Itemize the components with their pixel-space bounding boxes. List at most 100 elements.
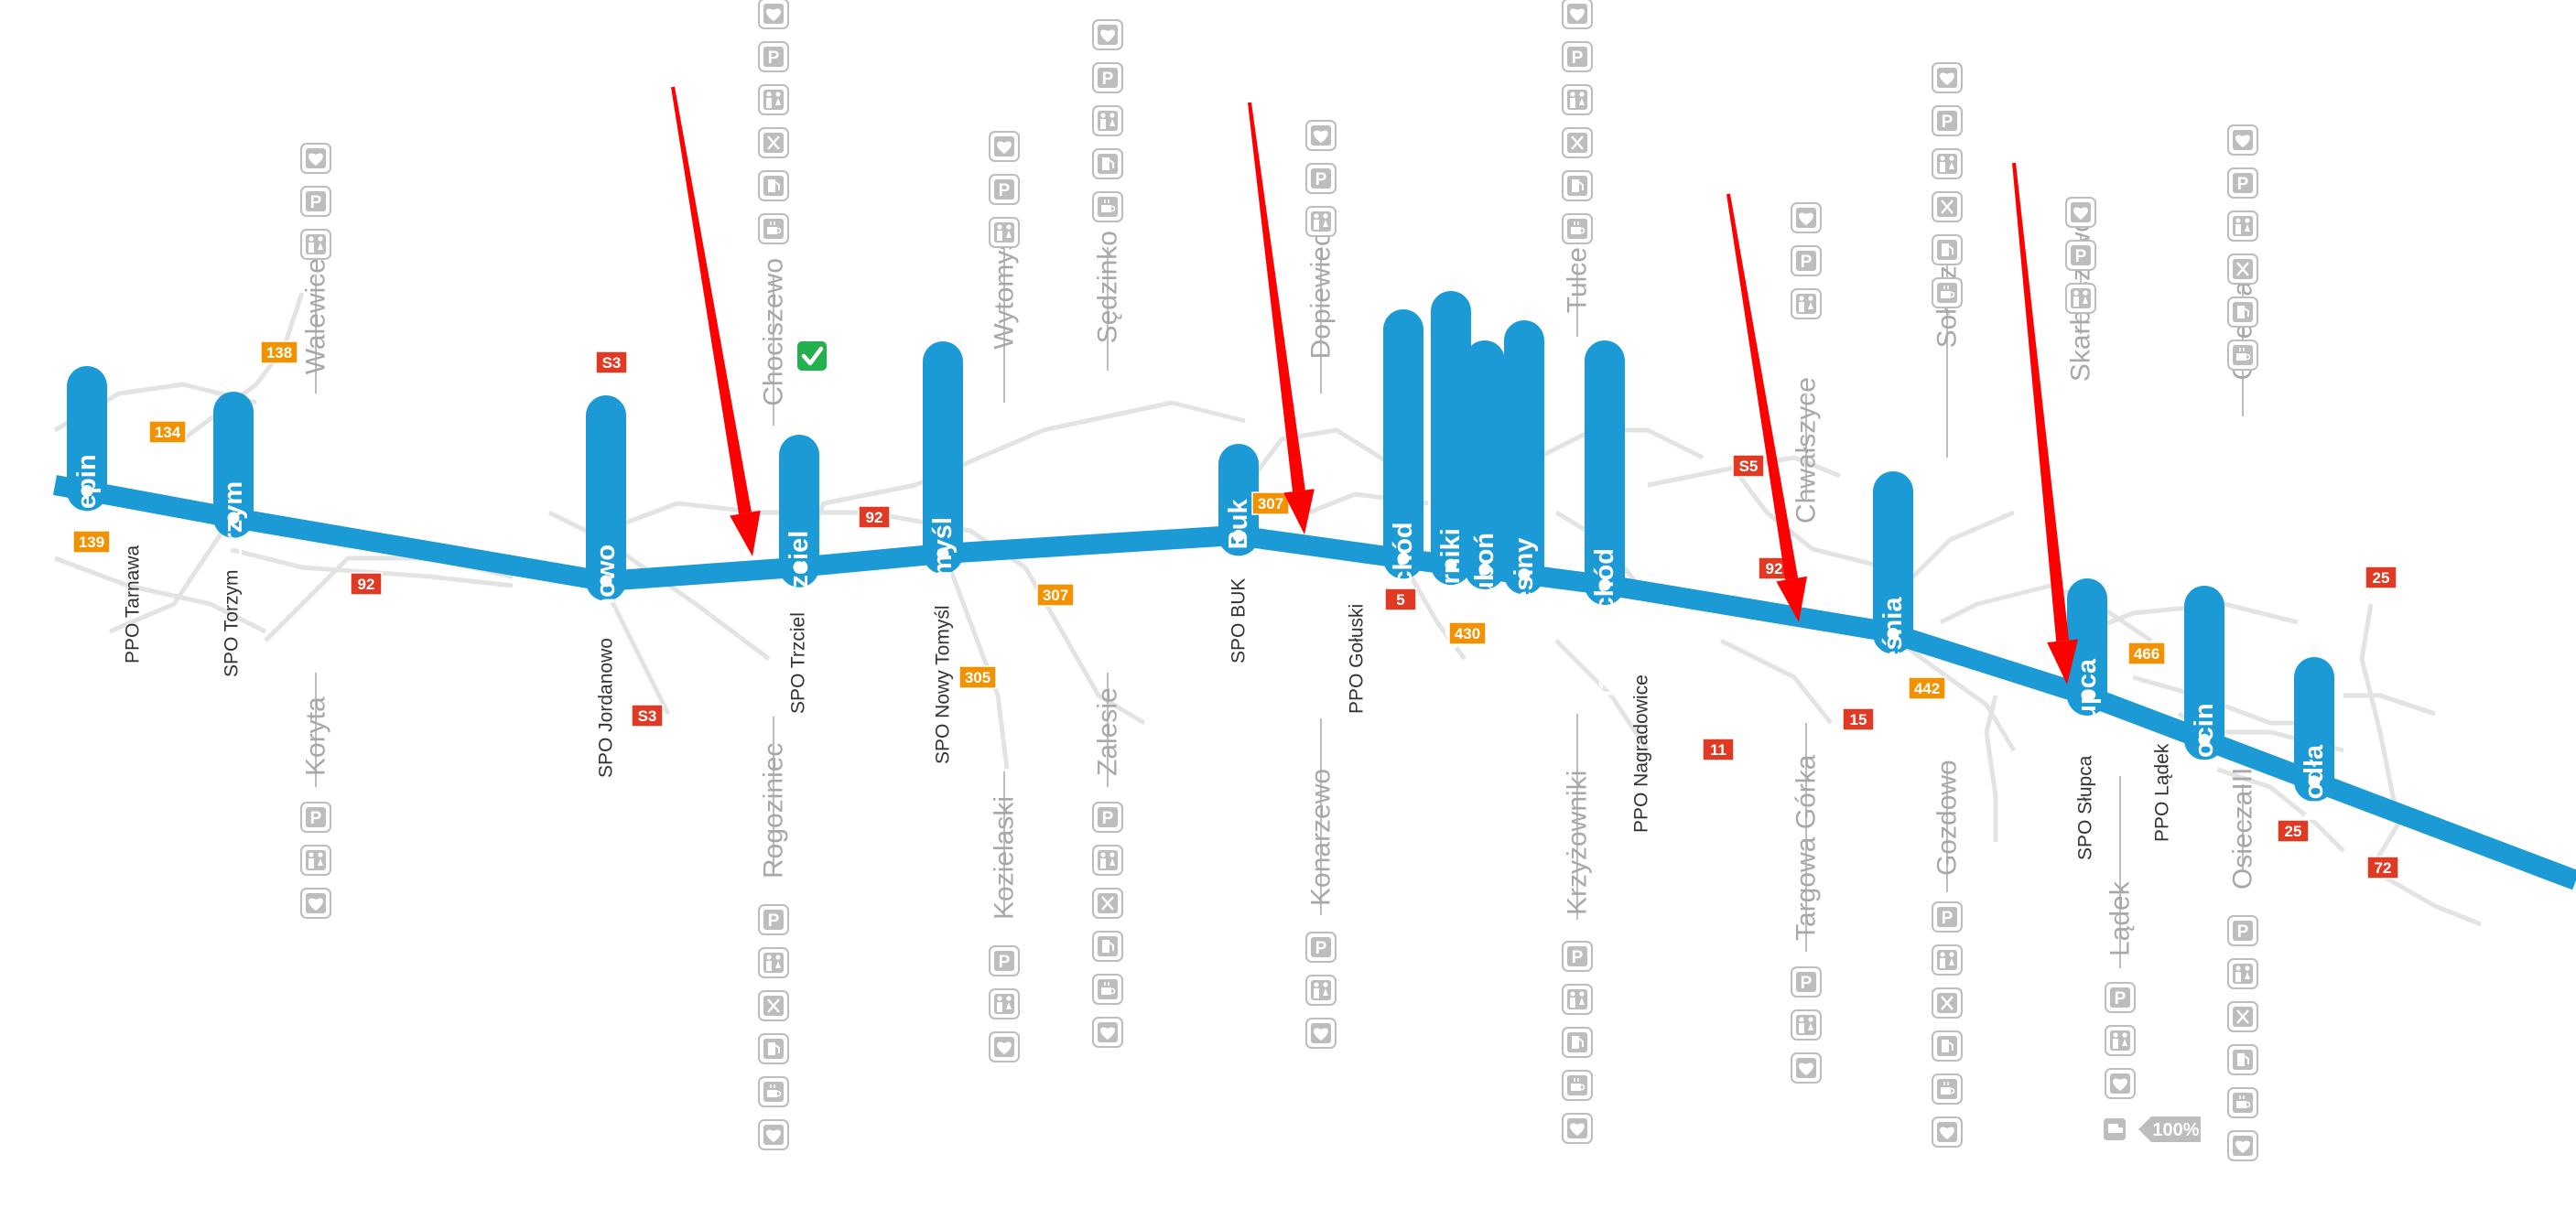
road-badge-text: 430	[1455, 625, 1480, 642]
junction-label: Poznań Zachód	[1389, 522, 1418, 717]
restaurant-icon	[1092, 888, 1123, 919]
mop-2[interactable]: Chociszewo P	[758, 0, 789, 426]
heart-icon	[758, 0, 789, 29]
junction-s-ugocin[interactable]: Sługocin	[2184, 586, 2224, 815]
road-badge: 25	[2277, 819, 2310, 843]
junction-trzciel[interactable]: Trzciel	[779, 435, 819, 613]
mop-10[interactable]: Tulce P	[1562, 0, 1593, 337]
junction-pozna-zach-d[interactable]: Poznań Zachód	[1383, 309, 1423, 718]
parking-icon: P	[758, 41, 789, 72]
svg-text:P: P	[999, 953, 1011, 972]
svg-text:P: P	[310, 809, 322, 828]
mop-8[interactable]: Dopiewiec P	[1305, 120, 1337, 394]
heart-icon	[1932, 62, 1963, 93]
junction-label: Poznań Krzesiny	[1510, 538, 1539, 750]
mop-16[interactable]: SkarboszewoP	[2065, 197, 2096, 382]
mop-18[interactable]: Osiecza IIP	[2227, 124, 2258, 416]
cafe-icon	[1092, 191, 1123, 222]
heart-icon	[1791, 202, 1822, 233]
cafe-icon	[1932, 1073, 1963, 1105]
mop-11[interactable]: Krzyżowniki P	[1562, 714, 1593, 1144]
mop-15[interactable]: Gozdowo P	[1932, 760, 1963, 1148]
junction-pozna-lubo-[interactable]: Poznań Luboń	[1465, 340, 1505, 716]
junction-label: Jordanowo	[591, 545, 621, 686]
mop-17[interactable]: Lądek P	[2105, 776, 2136, 1099]
mop-6[interactable]: Sędzinko P	[1092, 19, 1123, 371]
spo-label: SPO Jordanowo	[596, 638, 617, 778]
junction-jordanowo[interactable]: Jordanowo	[586, 395, 626, 686]
heart-icon	[1092, 1017, 1123, 1048]
spo-label: SPO Trzciel	[788, 612, 809, 714]
junction-mod-a[interactable]: Modła	[2294, 657, 2334, 822]
junction-pozna-krzesiny[interactable]: Poznań Krzesiny	[1504, 320, 1544, 750]
road-badge: 138	[260, 340, 298, 364]
toilet-icon	[2227, 210, 2258, 242]
junction-label: Torzym	[219, 481, 248, 574]
road-badge-text: 72	[2375, 859, 2392, 877]
parking-icon: P	[2227, 167, 2258, 199]
spo-label: SPO Torzym	[222, 570, 243, 677]
road-badge: 466	[2127, 642, 2166, 665]
red-arrow-icon	[671, 86, 761, 556]
mop-label: Chociszewo	[759, 258, 789, 406]
mop-label: Tulce	[1563, 247, 1593, 313]
parking-icon: P	[1305, 932, 1337, 963]
junction-label: Rzepin	[72, 454, 102, 541]
restaurant-icon	[1932, 987, 1963, 1019]
junction-buk[interactable]: Buk	[1218, 444, 1259, 556]
mop-3[interactable]: Rogoziniec P	[758, 717, 789, 1150]
junction-wrze-nia[interactable]: Września	[1873, 471, 1913, 713]
road-badge-text: 92	[1766, 560, 1783, 577]
road-badge-text: 92	[358, 576, 375, 593]
parking-icon: P	[2065, 240, 2096, 271]
road-badge: 139	[72, 530, 111, 554]
toilet-icon	[1305, 206, 1337, 237]
svg-text:P: P	[768, 49, 780, 68]
road-badge: 92	[350, 572, 383, 596]
toilet-icon	[1791, 1009, 1822, 1041]
mop-14[interactable]: SołecznoP	[1932, 62, 1963, 458]
road-badge-text: 25	[2373, 569, 2390, 587]
fuel-icon	[758, 1033, 789, 1064]
mop-5[interactable]: Kozielaski P	[989, 771, 1020, 1062]
mop-19[interactable]: OsieczaIII P	[2227, 768, 2258, 1161]
mop-0[interactable]: Walewice P	[300, 143, 331, 394]
mop-9[interactable]: Konarzewo P	[1305, 718, 1337, 1049]
spo-label: PPO Gołuski	[1347, 604, 1368, 714]
toilet-icon	[1092, 845, 1123, 876]
mop-1[interactable]: Koryta P	[300, 673, 331, 919]
junction-rzepin[interactable]: Rzepin	[67, 366, 107, 542]
road-badge: S3	[631, 704, 664, 728]
parking-icon: P	[989, 174, 1020, 205]
fuel-icon	[758, 170, 789, 201]
svg-text:P: P	[1801, 253, 1813, 272]
junction-pozna-wsch-d[interactable]: Poznań Wschód	[1585, 340, 1625, 753]
mop-7[interactable]: Zalesie P	[1092, 673, 1123, 1048]
parking-icon: P	[2105, 982, 2136, 1013]
mop-12[interactable]: Chwałszyce P	[1791, 202, 1822, 523]
fuel-icon	[2227, 297, 2258, 328]
road-badge-text: 138	[266, 344, 292, 361]
road-badge-text: 305	[965, 669, 990, 686]
svg-text:P: P	[999, 181, 1011, 200]
mop-4[interactable]: Wytomyśl P	[989, 131, 1020, 403]
cafe-icon	[1092, 974, 1123, 1005]
junction-torzym[interactable]: Torzym	[213, 392, 254, 574]
svg-text:P: P	[310, 193, 322, 212]
cafe-icon	[2227, 1087, 2258, 1118]
mop-13[interactable]: Targowa Górka P	[1791, 723, 1822, 1084]
junction-s-upca[interactable]: Słupca	[2067, 578, 2107, 746]
cafe-icon	[1562, 213, 1593, 244]
restaurant-icon	[758, 127, 789, 158]
fuel-icon	[1092, 148, 1123, 179]
heart-icon	[2227, 124, 2258, 156]
svg-text:P: P	[1102, 809, 1114, 828]
spo-label: PPO Lądek	[2152, 743, 2173, 842]
road-number-badges: 134 139 138 92 S3 S3 92 307 305 307 5 430 S5 92 11 15 44…	[72, 340, 2399, 879]
toilet-icon	[2227, 958, 2258, 989]
toilet-icon	[300, 229, 331, 260]
parking-icon: P	[1092, 62, 1123, 93]
fuel-icon	[1562, 1027, 1593, 1058]
junction-nowy-tomy-l[interactable]: Nowy Tomyśl	[923, 341, 963, 686]
